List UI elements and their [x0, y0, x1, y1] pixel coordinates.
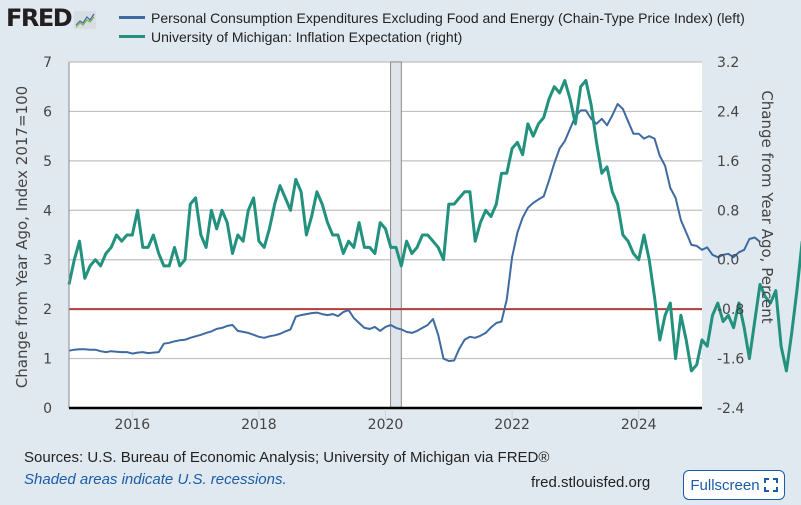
y-tick-label-right: -2.4 [717, 401, 744, 417]
fred-logo[interactable]: FRED [6, 4, 97, 32]
sources-text: Sources: U.S. Bureau of Economic Analysi… [24, 449, 550, 466]
recession-band [390, 61, 402, 409]
legend-item-umich[interactable]: University of Michigan: Inflation Expect… [118, 27, 745, 46]
legend-swatch-pce [119, 16, 145, 19]
chart-logo-icon [74, 10, 97, 29]
y-tick-label-right: 1.6 [717, 154, 739, 170]
y-tick-label-left: 2 [43, 302, 52, 318]
y-tick-label-left: 3 [43, 253, 52, 269]
y-tick-label-left: 6 [43, 104, 52, 120]
legend-label-pce: Personal Consumption Expenditures Exclud… [151, 9, 745, 26]
y-tick-label-left: 1 [43, 352, 52, 368]
legend-label-umich: University of Michigan: Inflation Expect… [151, 28, 463, 45]
y-tick-label-right: 3.2 [717, 55, 739, 71]
x-tick-label: 2024 [621, 417, 657, 433]
fullscreen-button[interactable]: Fullscreen [683, 470, 785, 500]
fullscreen-icon [763, 478, 778, 492]
y-axis-title-left: Change from Year Ago, Index 2017=100 [13, 86, 31, 388]
y-tick-label-right: 2.4 [717, 104, 739, 120]
x-tick-label: 2022 [494, 417, 530, 433]
y-tick-label-left: 4 [43, 203, 52, 219]
fullscreen-label: Fullscreen [690, 476, 760, 494]
legend-item-pce[interactable]: Personal Consumption Expenditures Exclud… [118, 8, 745, 27]
x-tick-label: 2020 [368, 417, 404, 433]
fred-url-link[interactable]: fred.stlouisfed.org [531, 474, 651, 491]
y-axis-title-right: Change from Year Ago, Percent [758, 90, 776, 323]
y-tick-label-right: -1.6 [717, 352, 744, 368]
y-tick-label-right: 0.0 [717, 253, 739, 269]
series-line-pce [68, 103, 761, 362]
y-tick-label-left: 0 [43, 401, 52, 417]
y-tick-label-right: -0.8 [717, 302, 744, 318]
recession-note: Shaded areas indicate U.S. recessions. [24, 471, 287, 488]
series-line-umich [67, 79, 801, 373]
chart-svg: 0 1 2 3 4 5 6 7 -2.4 -1.6 -0.8 0.0 0.8 1.6 2.4 3.2 2016 2… [13, 55, 801, 433]
y-tick-label-left: 5 [43, 154, 52, 170]
y-tick-label-right: 0.8 [717, 203, 739, 219]
chart-legend: Personal Consumption Expenditures Exclud… [118, 8, 745, 46]
x-tick-label: 2018 [241, 417, 277, 433]
x-tick-label: 2016 [114, 417, 150, 433]
y-tick-label-left: 7 [43, 55, 52, 71]
legend-swatch-umich [119, 35, 145, 38]
plot-area [69, 62, 702, 408]
logo-text: FRED [6, 4, 73, 32]
